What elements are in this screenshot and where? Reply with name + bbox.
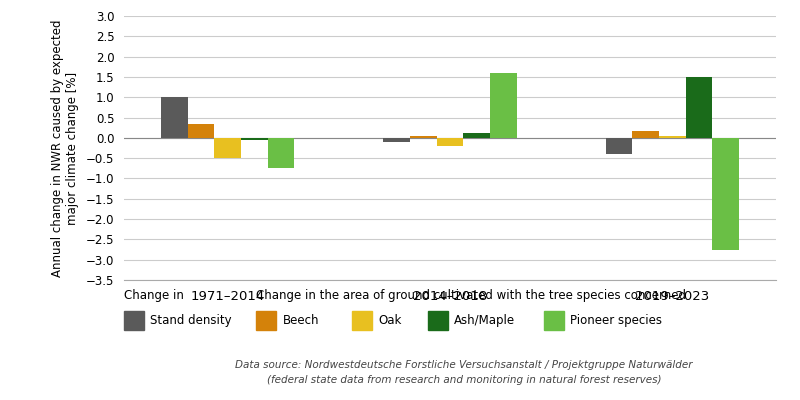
Bar	[383, 138, 410, 142]
Bar	[659, 136, 686, 138]
Bar	[463, 133, 490, 138]
Bar	[214, 138, 241, 158]
Bar	[632, 130, 659, 138]
Bar	[188, 124, 214, 138]
Text: Ash/Maple: Ash/Maple	[454, 314, 515, 327]
Bar	[241, 138, 268, 140]
Bar	[410, 136, 437, 138]
Bar	[268, 138, 294, 168]
Bar	[606, 138, 632, 154]
Text: (federal state data from research and monitoring in natural forest reserves): (federal state data from research and mo…	[266, 375, 662, 385]
Text: Data source: Nordwestdeutsche Forstliche Versuchsanstalt / Projektgruppe Naturwä: Data source: Nordwestdeutsche Forstliche…	[235, 360, 693, 370]
Text: Stand density: Stand density	[150, 314, 232, 327]
Text: Change in the area of ground cultivated with the tree species concerned: Change in the area of ground cultivated …	[256, 289, 686, 302]
Bar	[490, 73, 517, 138]
Bar	[161, 97, 188, 138]
Bar	[437, 138, 463, 146]
Text: Pioneer species: Pioneer species	[570, 314, 662, 327]
Text: Change in: Change in	[124, 289, 184, 302]
Text: Oak: Oak	[378, 314, 402, 327]
Text: Beech: Beech	[282, 314, 319, 327]
Bar	[686, 77, 712, 138]
Bar	[712, 138, 739, 250]
Y-axis label: Annual change in NWR caused by expected
major climate change [%]: Annual change in NWR caused by expected …	[51, 19, 79, 277]
